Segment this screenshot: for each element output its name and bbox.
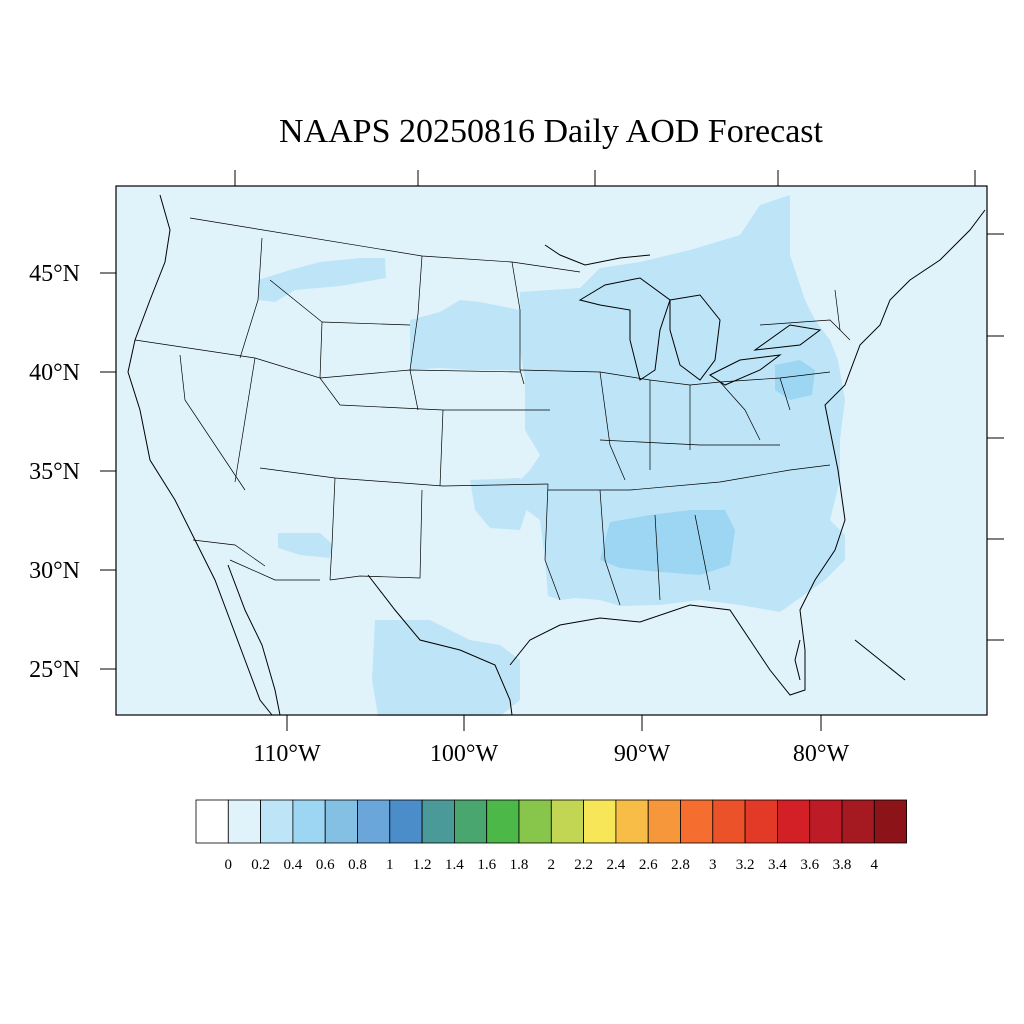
latitude-labels: 45°N 40°N 35°N 30°N 25°N: [29, 261, 80, 683]
bottom-ticks: [286, 715, 822, 731]
colorbar-box: [777, 799, 811, 844]
colorbar-tick-label: 3.8: [833, 857, 852, 873]
colorbar-tick-label: 1: [386, 857, 394, 873]
colorbar-tick-label: 2.4: [607, 857, 626, 873]
colorbar-tick-label: 0.6: [316, 857, 335, 873]
colorbar-box: [453, 799, 488, 844]
colorbar-box: [841, 799, 875, 844]
lat-label: 25°N: [29, 657, 80, 683]
colorbar-tick-label: 0.2: [251, 857, 270, 873]
colorbar-tick-label: 3: [709, 857, 717, 873]
colorbar-tick-label: 2: [548, 857, 556, 873]
lon-label: 100°W: [430, 741, 499, 767]
lat-label: 30°N: [29, 558, 80, 584]
top-ticks: [234, 170, 976, 186]
colorbar-tick-label: 2.6: [639, 857, 658, 873]
colorbar-tick-label: 0.8: [348, 857, 367, 873]
colorbar-box: [421, 799, 455, 844]
lat-label: 35°N: [29, 459, 80, 485]
colorbar-box: [615, 799, 649, 844]
colorbar-tick-label: 3.2: [736, 857, 755, 873]
colorbar-box: [550, 799, 584, 844]
colorbar-tick-label: 3.6: [800, 857, 819, 873]
colorbar-tick-label: 1.4: [445, 857, 464, 873]
colorbar-box: [486, 799, 520, 844]
colorbar-box: [647, 799, 681, 844]
colorbar-box: [744, 799, 778, 844]
colorbar-box: [357, 799, 391, 844]
colorbar-box: [260, 799, 294, 844]
right-ticks: [987, 233, 1004, 641]
colorbar-tick-label: 2.8: [671, 857, 690, 873]
map-title: NAAPS 20250816 Daily AOD Forecast: [279, 113, 824, 150]
colorbar-tick-label: 0.4: [284, 857, 303, 873]
colorbar-tick-label: 4: [871, 857, 879, 873]
lon-label: 80°W: [793, 741, 850, 767]
colorbar-tick-label: 1.8: [510, 857, 529, 873]
coastlines: [127, 194, 986, 716]
colorbar-box: [324, 799, 358, 844]
map-frame: [115, 185, 988, 716]
colorbar: [195, 799, 907, 844]
colorbar-box: [712, 799, 746, 844]
colorbar-tick-label: 1.6: [477, 857, 496, 873]
colorbar-box: [195, 799, 229, 844]
longitude-labels: 110°W 100°W 90°W 80°W: [253, 741, 849, 767]
colorbar-tick-label: 3.4: [768, 857, 787, 873]
colorbar-box: [389, 799, 423, 844]
lat-label: 40°N: [29, 360, 80, 386]
colorbar-box: [680, 799, 714, 844]
colorbar-box: [809, 799, 843, 844]
lat-label: 45°N: [29, 261, 80, 287]
colorbar-box: [292, 799, 326, 844]
colorbar-box: [873, 799, 907, 844]
colorbar-tick-label: 1.2: [413, 857, 432, 873]
colorbar-labels: 0 0.2 0.4 0.6 0.8 1 1.2 1.4 1.6 1.8 2 2.2 2.4 2.6 2.8 3…: [225, 857, 879, 873]
colorbar-box: [518, 799, 552, 844]
state-borders: [134, 217, 851, 606]
colorbar-tick-label: 0: [225, 857, 233, 873]
colorbar-tick-label: 2.2: [574, 857, 593, 873]
colorbar-box: [227, 799, 262, 844]
lon-label: 90°W: [614, 741, 671, 767]
lon-label: 110°W: [253, 741, 321, 767]
left-ticks: [100, 272, 116, 670]
colorbar-box: [583, 799, 617, 844]
